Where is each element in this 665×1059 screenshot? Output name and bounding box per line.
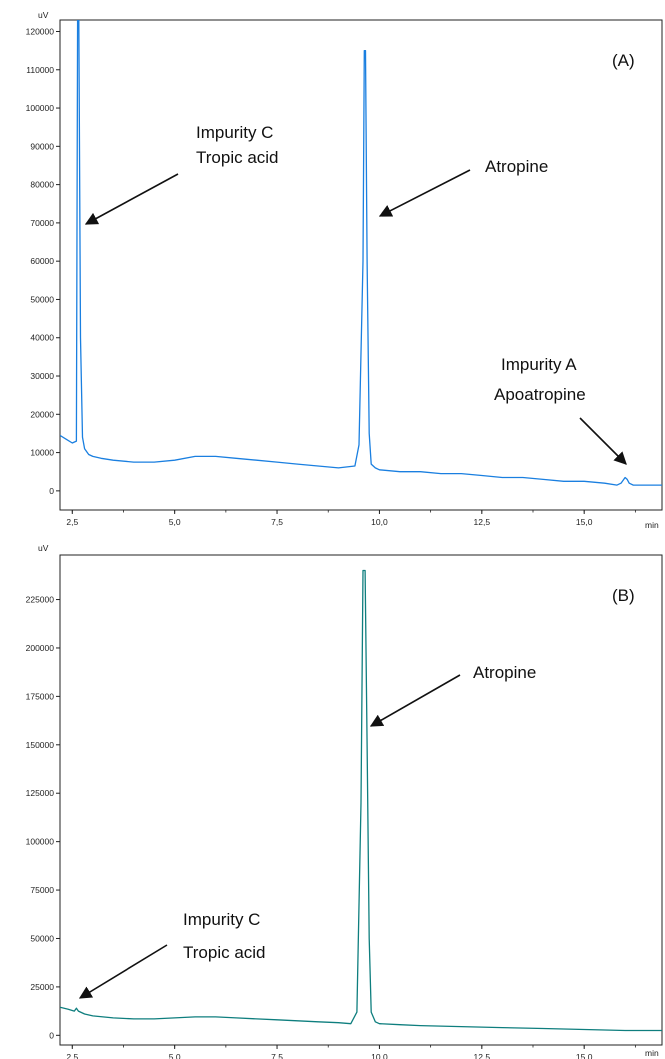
annotation-impurity-a-a: Impurity A Apoatropine: [494, 355, 627, 465]
trace-a: [60, 20, 662, 486]
y-tick-label: 50000: [30, 294, 54, 304]
y-tick-label: 50000: [30, 933, 54, 943]
x-tick-label: 10,0: [371, 1052, 388, 1059]
y-tick-label: 60000: [30, 256, 54, 266]
annotation-arrow: [78, 944, 168, 999]
panel-label-a: (A): [612, 51, 635, 70]
y-tick-label: 100000: [26, 103, 55, 113]
x-tick-label: 2,5: [66, 1052, 78, 1059]
annotation-impurity-c-b: Impurity C Tropic acid: [78, 910, 266, 999]
y-tick-label: 0: [49, 1030, 54, 1040]
x-tick-label: 15,0: [576, 517, 593, 527]
axis-ticks-a: 0 10000 20000 30000 40000 50000 60000 70000 8000…: [26, 26, 636, 527]
x-tick-label: 7,5: [271, 517, 283, 527]
axis-ticks-b: 0 25000 50000 75000 100000 125000 150000 175000…: [26, 595, 636, 1059]
x-tick-label: 15,0: [576, 1052, 593, 1059]
y-tick-label: 100000: [26, 837, 55, 847]
chromatogram-panel-a: uV min (A) 0 10000 20000 30000 40000 50000 600…: [26, 10, 663, 530]
series-line: [60, 569, 662, 1032]
x-tick-label: 12,5: [474, 1052, 491, 1059]
x-tick-label: 5,0: [169, 1052, 181, 1059]
y-tick-label: 120000: [26, 26, 55, 36]
annotation-label: Impurity C: [183, 910, 260, 929]
panel-label-b: (B): [612, 586, 635, 605]
x-tick-label: 10,0: [371, 517, 388, 527]
annotation-label: Tropic acid: [196, 148, 279, 167]
y-tick-label: 200000: [26, 643, 55, 653]
annotation-atropine-b: Atropine: [369, 663, 536, 727]
annotation-label: Impurity C: [196, 123, 273, 142]
series-line: [60, 20, 662, 486]
y-tick-label: 10000: [30, 448, 54, 458]
y-tick-label: 125000: [26, 788, 55, 798]
x-unit-label-a: min: [645, 520, 659, 530]
y-unit-label-a: uV: [38, 10, 49, 20]
x-tick-label: 5,0: [169, 517, 181, 527]
plot-frame-a: [59, 19, 663, 511]
annotation-impurity-c-a: Impurity C Tropic acid: [84, 123, 279, 225]
y-tick-label: 225000: [26, 595, 55, 605]
y-tick-label: 110000: [26, 65, 54, 75]
y-unit-label-b: uV: [38, 543, 49, 553]
x-tick-label: 12,5: [474, 517, 491, 527]
y-tick-label: 25000: [30, 982, 54, 992]
y-tick-label: 20000: [30, 409, 54, 419]
annotation-arrow: [378, 169, 471, 217]
y-tick-label: 30000: [30, 371, 54, 381]
y-tick-label: 75000: [30, 885, 54, 895]
y-tick-label: 90000: [30, 141, 54, 151]
annotation-label: Atropine: [485, 157, 548, 176]
chromatogram-panel-b: uV min (B) 0 25000 50000 75000 100000 125000 1…: [26, 543, 663, 1059]
annotation-arrow: [84, 173, 179, 225]
annotation-arrow: [369, 674, 461, 727]
x-tick-label: 7,5: [271, 1052, 283, 1059]
y-tick-label: 0: [49, 486, 54, 496]
x-tick-label: 2,5: [66, 517, 78, 527]
x-unit-label-b: min: [645, 1048, 659, 1058]
plot-frame-b: [59, 554, 663, 1046]
annotation-label: Atropine: [473, 663, 536, 682]
y-tick-label: 80000: [30, 180, 54, 190]
y-tick-label: 70000: [30, 218, 54, 228]
y-tick-label: 40000: [30, 333, 54, 343]
trace-b: [60, 569, 662, 1032]
y-tick-label: 175000: [26, 691, 55, 701]
annotation-label: Apoatropine: [494, 385, 586, 404]
annotation-atropine-a: Atropine: [378, 157, 548, 217]
annotation-label: Tropic acid: [183, 943, 266, 962]
annotation-arrow: [579, 417, 627, 465]
annotation-label: Impurity A: [501, 355, 577, 374]
y-tick-label: 150000: [26, 740, 55, 750]
